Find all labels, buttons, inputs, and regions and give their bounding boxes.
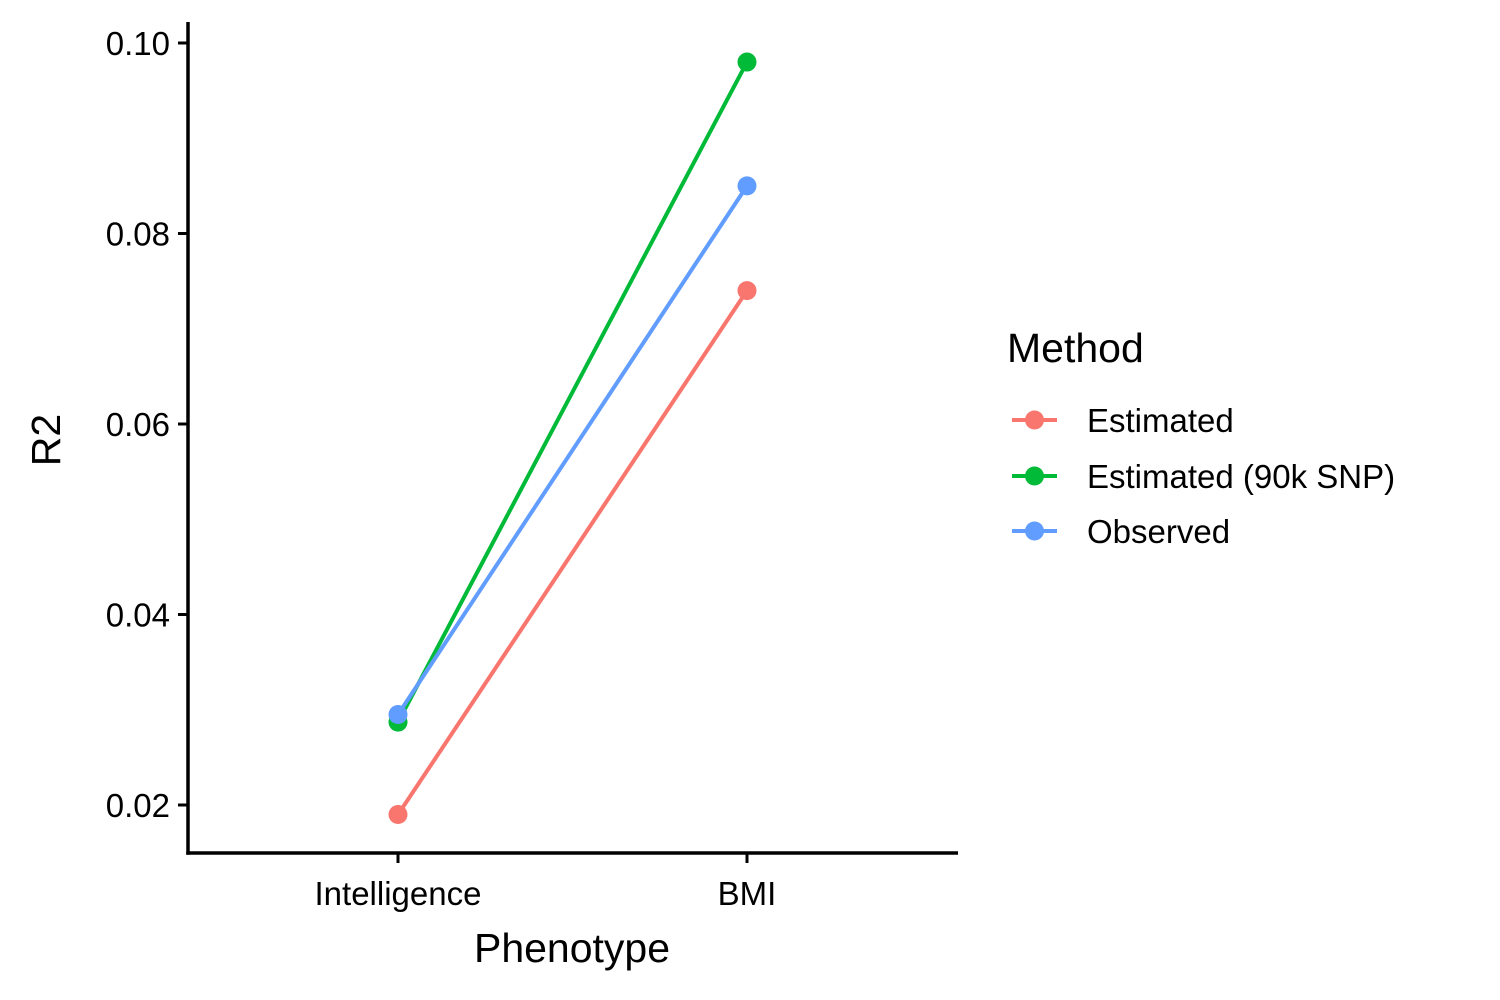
series-points (388, 52, 757, 825)
series-line (396, 184, 749, 716)
plot-area: 0.02 0.04 0.06 0.08 0.10 Intelligence BMI (106, 22, 958, 912)
y-tick-label: 0.04 (106, 597, 170, 634)
legend-items: Estimated Estimated (90k SNP) Observed (1012, 402, 1395, 550)
y-tick-label: 0.02 (106, 787, 170, 824)
legend-key-point (1025, 410, 1044, 430)
legend-label: Estimated (90k SNP) (1087, 458, 1395, 495)
legend-label: Estimated (1087, 402, 1234, 439)
y-tick-label: 0.10 (106, 25, 170, 62)
series-lines (396, 61, 749, 816)
y-axis-title: R2 (23, 414, 69, 466)
legend-key-point (1025, 521, 1044, 541)
x-tick-label: BMI (718, 875, 777, 912)
data-point (737, 52, 757, 72)
data-point (388, 805, 408, 825)
x-axis-title: Phenotype (474, 925, 670, 971)
data-point (737, 281, 757, 301)
legend-item: Observed (1012, 513, 1230, 550)
legend-item: Estimated (1012, 402, 1234, 439)
y-axis-ticks: 0.02 0.04 0.06 0.08 0.10 (106, 25, 188, 824)
legend-key-point (1025, 466, 1044, 486)
series-line (396, 289, 749, 816)
y-tick-label: 0.08 (106, 216, 170, 253)
legend: Method Estimated Estimated (90k SNP) Obser… (1007, 325, 1395, 550)
x-axis-ticks: Intelligence BMI (315, 853, 777, 912)
y-tick-label: 0.06 (106, 406, 170, 443)
legend-label: Observed (1087, 513, 1230, 550)
legend-title: Method (1007, 325, 1144, 371)
series-line (396, 61, 749, 724)
data-point (388, 705, 408, 725)
x-tick-label: Intelligence (315, 875, 482, 912)
legend-item: Estimated (90k SNP) (1012, 458, 1395, 495)
data-point (737, 176, 757, 196)
